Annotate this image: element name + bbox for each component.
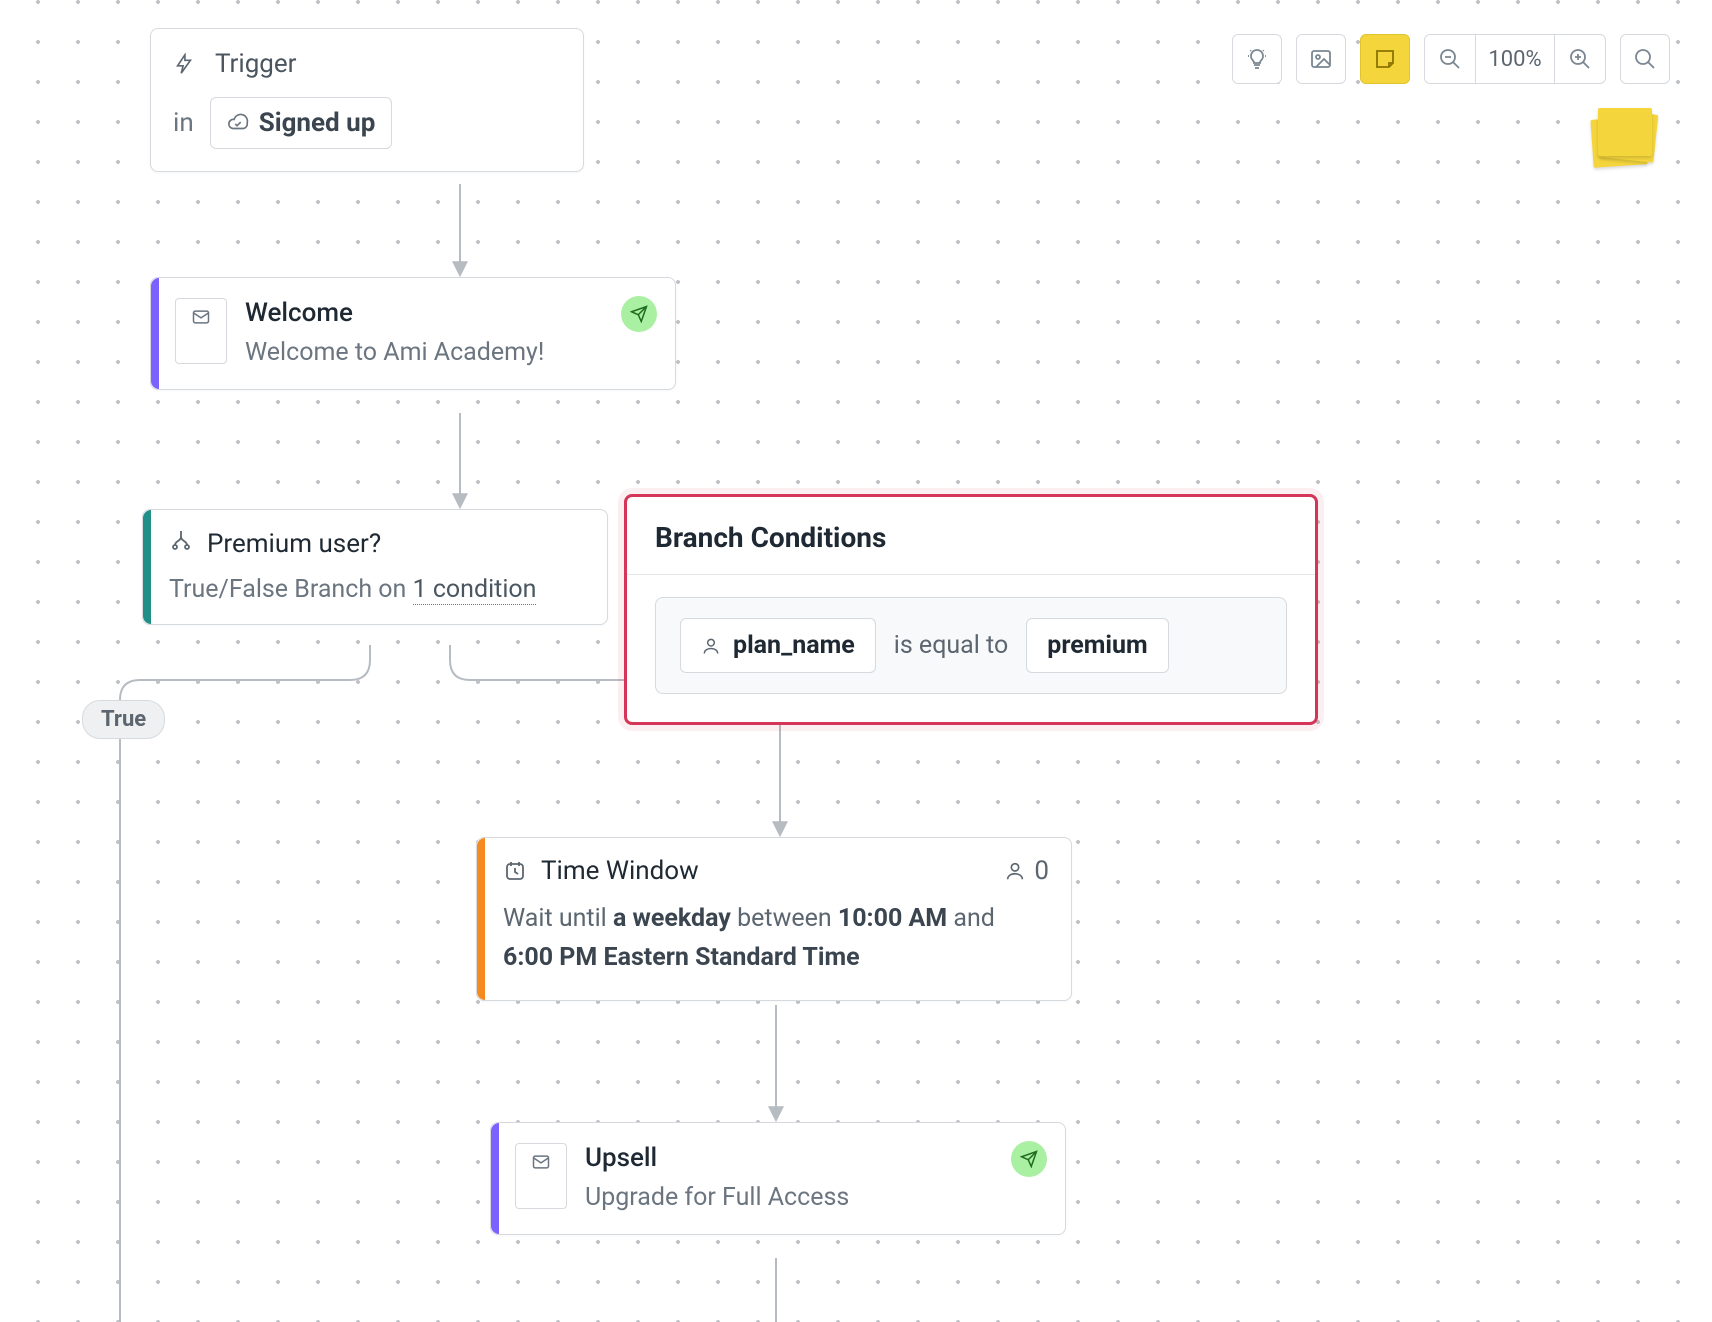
accent-bar bbox=[491, 1123, 499, 1234]
zoom-out-button[interactable] bbox=[1425, 35, 1475, 83]
zoom-in-icon bbox=[1568, 47, 1592, 71]
email-thumbnail bbox=[515, 1143, 567, 1209]
sticky-note-icon bbox=[1373, 47, 1397, 71]
zoom-out-icon bbox=[1438, 47, 1462, 71]
condition-operator: is equal to bbox=[894, 631, 1009, 660]
zoom-in-button[interactable] bbox=[1555, 35, 1605, 83]
sent-badge bbox=[621, 296, 657, 332]
canvas-toolbar: 100% bbox=[1232, 34, 1670, 84]
welcome-email-title: Welcome bbox=[245, 298, 653, 328]
image-icon bbox=[1309, 47, 1333, 71]
sticky-note-stack[interactable] bbox=[1592, 108, 1658, 166]
trigger-event-label: Signed up bbox=[259, 108, 376, 138]
condition-value-chip[interactable]: premium bbox=[1026, 618, 1168, 673]
branch-title-text: Premium user? bbox=[207, 529, 381, 559]
cloud-check-icon bbox=[227, 112, 249, 134]
condition-attribute: plan_name bbox=[733, 631, 855, 660]
time-window-people-count: 0 bbox=[1034, 856, 1049, 886]
upsell-email-title: Upsell bbox=[585, 1143, 1043, 1173]
branch-subtitle: True/False Branch on 1 condition bbox=[169, 575, 583, 604]
branch-conditions-title: Branch Conditions bbox=[627, 497, 1315, 574]
branch-condition-row: plan_name is equal to premium bbox=[655, 597, 1287, 694]
trigger-event-chip[interactable]: Signed up bbox=[210, 97, 393, 149]
person-icon bbox=[701, 636, 721, 656]
email-thumbnail bbox=[175, 298, 227, 364]
accent-bar bbox=[477, 838, 485, 1000]
time-window-title: Time Window bbox=[541, 856, 699, 886]
paper-plane-icon bbox=[630, 305, 648, 323]
zoom-level-label: 100% bbox=[1475, 35, 1555, 83]
welcome-email-node[interactable]: Welcome Welcome to Ami Academy! bbox=[150, 277, 676, 390]
branch-icon bbox=[169, 528, 193, 559]
person-icon bbox=[1004, 860, 1026, 882]
trigger-title: Trigger bbox=[215, 49, 297, 79]
envelope-icon bbox=[528, 1152, 554, 1172]
accent-bar bbox=[151, 278, 159, 389]
image-button[interactable] bbox=[1296, 34, 1346, 84]
branch-conditions-popup: Branch Conditions plan_name is equal to … bbox=[624, 494, 1318, 725]
upsell-email-node[interactable]: Upsell Upgrade for Full Access bbox=[490, 1122, 1066, 1235]
time-window-node[interactable]: Time Window 0 Wait until a weekday betwe… bbox=[476, 837, 1072, 1001]
envelope-icon bbox=[188, 307, 214, 327]
search-icon bbox=[1633, 47, 1657, 71]
workflow-canvas[interactable]: 100% Trigger in bbox=[0, 0, 1712, 1322]
branch-condition-link[interactable]: 1 condition bbox=[413, 575, 537, 605]
accent-bar bbox=[143, 510, 151, 624]
branch-true-pill: True bbox=[82, 700, 165, 739]
trigger-prefix: in bbox=[173, 108, 194, 138]
time-window-text: Wait until a weekday between 10:00 AM an… bbox=[503, 900, 1049, 978]
ideas-button[interactable] bbox=[1232, 34, 1282, 84]
paper-plane-icon bbox=[1020, 1150, 1038, 1168]
welcome-email-subject: Welcome to Ami Academy! bbox=[245, 338, 653, 367]
branch-node[interactable]: Premium user? True/False Branch on 1 con… bbox=[142, 509, 608, 625]
clock-icon bbox=[503, 859, 527, 883]
sticky-note-button[interactable] bbox=[1360, 34, 1410, 84]
condition-attribute-chip[interactable]: plan_name bbox=[680, 618, 876, 673]
condition-value: premium bbox=[1047, 631, 1147, 660]
search-button[interactable] bbox=[1620, 34, 1670, 84]
bolt-icon bbox=[173, 53, 195, 75]
zoom-controls: 100% bbox=[1424, 34, 1606, 84]
upsell-email-subject: Upgrade for Full Access bbox=[585, 1183, 1043, 1212]
lightbulb-icon bbox=[1245, 47, 1269, 71]
sent-badge bbox=[1011, 1141, 1047, 1177]
trigger-node[interactable]: Trigger in Signed up bbox=[150, 28, 584, 172]
